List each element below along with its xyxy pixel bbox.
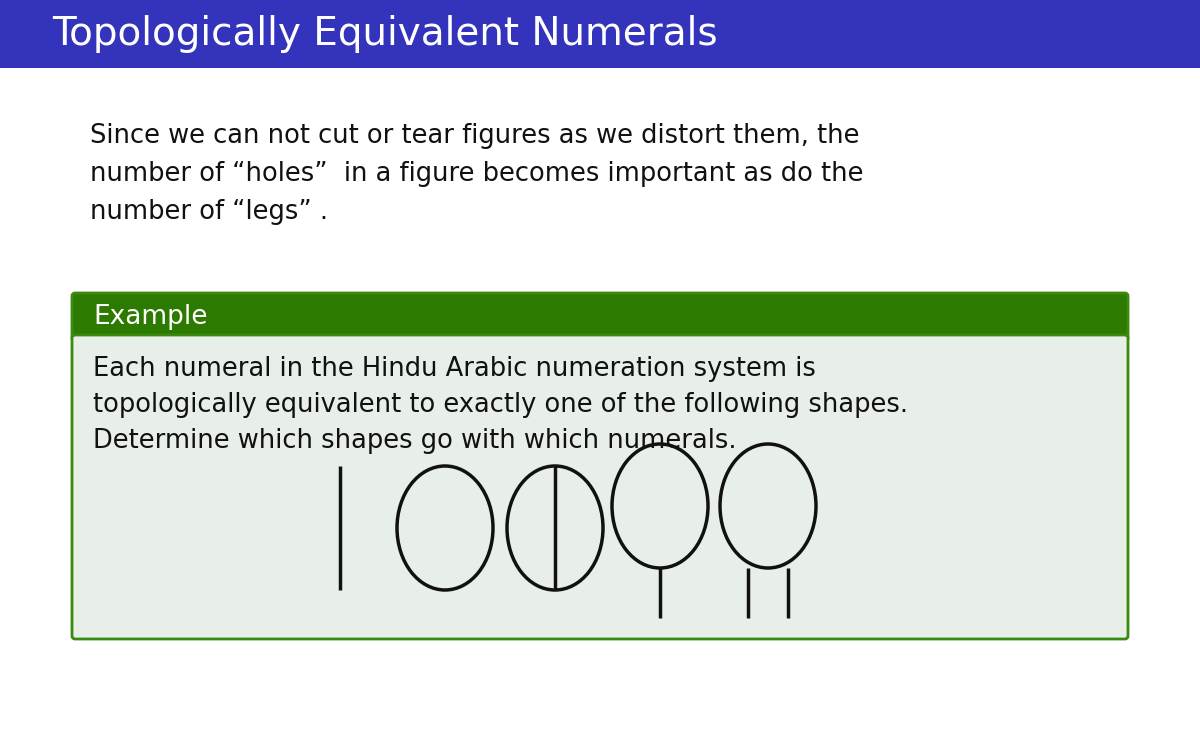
Text: Example: Example (94, 304, 208, 330)
Text: Determine which shapes go with which numerals.: Determine which shapes go with which num… (94, 428, 737, 454)
Text: number of “holes”  in a figure becomes important as do the: number of “holes” in a figure becomes im… (90, 161, 864, 187)
FancyBboxPatch shape (72, 293, 1128, 341)
FancyBboxPatch shape (0, 0, 1200, 68)
Text: Each numeral in the Hindu Arabic numeration system is: Each numeral in the Hindu Arabic numerat… (94, 356, 816, 382)
Text: topologically equivalent to exactly one of the following shapes.: topologically equivalent to exactly one … (94, 392, 908, 418)
Text: Since we can not cut or tear figures as we distort them, the: Since we can not cut or tear figures as … (90, 123, 859, 149)
Text: number of “legs” .: number of “legs” . (90, 199, 328, 225)
FancyBboxPatch shape (72, 335, 1128, 639)
Text: Topologically Equivalent Numerals: Topologically Equivalent Numerals (52, 15, 718, 53)
